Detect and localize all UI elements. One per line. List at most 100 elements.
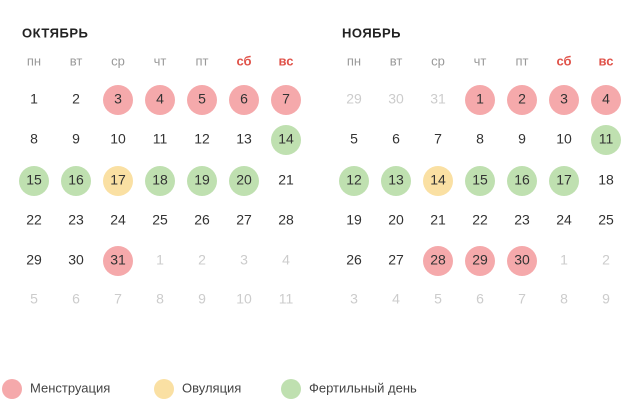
day[interactable]: 6: [476, 291, 484, 307]
month-title: НОЯБРЬ: [342, 25, 401, 40]
day[interactable]: 7: [518, 291, 526, 307]
day[interactable]: 14: [278, 131, 294, 147]
day[interactable]: 14: [430, 172, 446, 188]
day-marker: [61, 166, 91, 196]
day[interactable]: 12: [194, 131, 210, 147]
day[interactable]: 19: [346, 212, 362, 228]
weekday-header: сб: [556, 53, 571, 68]
day[interactable]: 16: [68, 172, 84, 188]
day[interactable]: 24: [110, 212, 126, 228]
day[interactable]: 28: [430, 252, 446, 268]
day[interactable]: 12: [346, 172, 362, 188]
day[interactable]: 29: [472, 252, 488, 268]
day[interactable]: 3: [240, 252, 248, 268]
day[interactable]: 24: [556, 212, 572, 228]
day[interactable]: 9: [198, 291, 206, 307]
day[interactable]: 7: [282, 91, 290, 107]
day[interactable]: 7: [434, 131, 442, 147]
day[interactable]: 5: [30, 291, 38, 307]
day-marker: [103, 85, 133, 115]
day[interactable]: 31: [110, 252, 126, 268]
day[interactable]: 1: [156, 252, 164, 268]
weekday-header: пн: [347, 53, 361, 68]
legend-swatch: [281, 379, 301, 399]
weekday-header: пн: [27, 53, 41, 68]
day-marker: [339, 166, 369, 196]
day[interactable]: 11: [153, 131, 168, 147]
day[interactable]: 22: [472, 212, 488, 228]
day[interactable]: 4: [282, 252, 290, 268]
day[interactable]: 20: [388, 212, 404, 228]
day[interactable]: 3: [350, 291, 358, 307]
day[interactable]: 4: [392, 291, 400, 307]
legend-swatch: [154, 379, 174, 399]
day[interactable]: 17: [556, 172, 572, 188]
day[interactable]: 22: [26, 212, 42, 228]
day[interactable]: 26: [346, 252, 362, 268]
day[interactable]: 31: [430, 91, 446, 107]
day[interactable]: 11: [279, 291, 294, 307]
day-marker: [507, 246, 537, 276]
day[interactable]: 8: [156, 291, 164, 307]
day[interactable]: 17: [110, 172, 126, 188]
day[interactable]: 9: [72, 131, 80, 147]
day[interactable]: 21: [430, 212, 446, 228]
day[interactable]: 8: [476, 131, 484, 147]
day[interactable]: 6: [392, 131, 400, 147]
day[interactable]: 30: [514, 252, 530, 268]
day[interactable]: 13: [388, 172, 404, 188]
day[interactable]: 23: [68, 212, 84, 228]
weekday-header: пт: [516, 53, 529, 68]
day[interactable]: 21: [278, 172, 294, 188]
day[interactable]: 28: [278, 212, 294, 228]
day[interactable]: 7: [114, 291, 122, 307]
day[interactable]: 23: [514, 212, 530, 228]
day[interactable]: 3: [114, 91, 122, 107]
day[interactable]: 10: [110, 131, 126, 147]
day[interactable]: 11: [599, 131, 614, 147]
weekday-header: пт: [196, 53, 209, 68]
day[interactable]: 26: [194, 212, 210, 228]
day[interactable]: 8: [560, 291, 568, 307]
day[interactable]: 25: [598, 212, 614, 228]
day[interactable]: 15: [472, 172, 488, 188]
day[interactable]: 18: [598, 172, 614, 188]
day[interactable]: 2: [72, 91, 80, 107]
day-marker: [591, 85, 621, 115]
day[interactable]: 27: [236, 212, 252, 228]
day[interactable]: 2: [518, 91, 526, 107]
day[interactable]: 6: [240, 91, 248, 107]
day-marker: [19, 166, 49, 196]
day[interactable]: 1: [560, 252, 568, 268]
day[interactable]: 2: [198, 252, 206, 268]
day[interactable]: 1: [30, 91, 38, 107]
day[interactable]: 5: [198, 91, 206, 107]
day[interactable]: 20: [236, 172, 252, 188]
day[interactable]: 29: [26, 252, 42, 268]
day[interactable]: 30: [68, 252, 84, 268]
day[interactable]: 6: [72, 291, 80, 307]
day[interactable]: 13: [236, 131, 252, 147]
day[interactable]: 29: [346, 91, 362, 107]
day[interactable]: 16: [514, 172, 530, 188]
day[interactable]: 27: [388, 252, 404, 268]
day[interactable]: 19: [194, 172, 210, 188]
day[interactable]: 2: [602, 252, 610, 268]
day[interactable]: 10: [236, 291, 252, 307]
day[interactable]: 8: [30, 131, 38, 147]
day-marker: [103, 246, 133, 276]
weekday-header: вт: [70, 53, 83, 68]
day[interactable]: 4: [156, 91, 164, 107]
day[interactable]: 5: [350, 131, 358, 147]
day[interactable]: 25: [152, 212, 168, 228]
day[interactable]: 5: [434, 291, 442, 307]
day[interactable]: 4: [602, 91, 610, 107]
day[interactable]: 3: [560, 91, 568, 107]
day[interactable]: 15: [26, 172, 42, 188]
day[interactable]: 1: [476, 91, 484, 107]
day[interactable]: 10: [556, 131, 572, 147]
day[interactable]: 9: [602, 291, 610, 307]
day[interactable]: 18: [152, 172, 168, 188]
day[interactable]: 9: [518, 131, 526, 147]
day[interactable]: 30: [388, 91, 404, 107]
